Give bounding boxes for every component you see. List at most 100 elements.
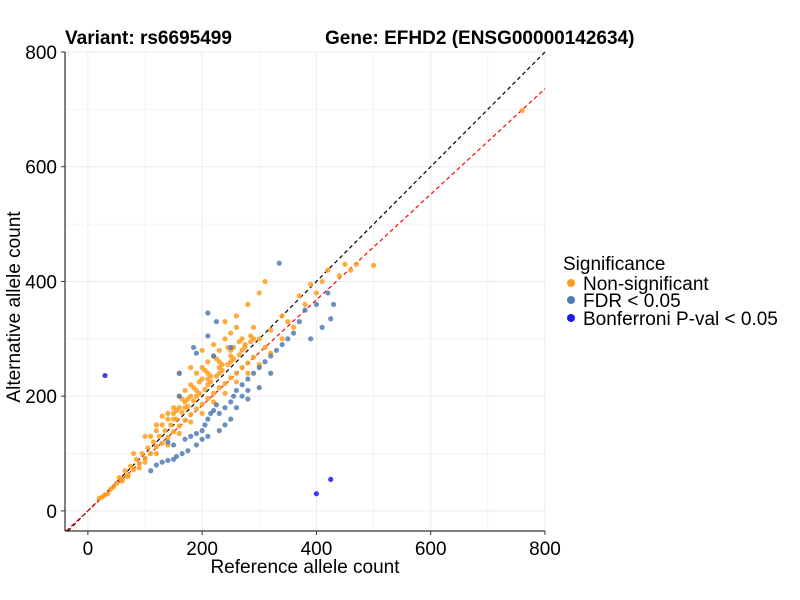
point-non-significant — [245, 301, 251, 308]
identity-line — [67, 51, 546, 532]
point-non-significant — [110, 484, 117, 490]
x-tick-label: 600 — [415, 539, 447, 560]
point-fdr — [330, 301, 337, 308]
point-non-significant — [228, 330, 234, 336]
point-non-significant — [202, 386, 208, 392]
point-non-significant — [193, 393, 200, 399]
point-non-significant — [119, 478, 125, 484]
x-tick-label: 0 — [83, 539, 94, 560]
point-non-significant — [250, 354, 257, 360]
y-tick-label: 600 — [25, 158, 57, 179]
x-tick-label: 200 — [186, 539, 218, 560]
point-fdr — [216, 410, 222, 417]
point-non-significant — [199, 347, 205, 353]
point-non-significant — [219, 362, 225, 368]
point-non-significant — [170, 416, 177, 422]
point-fdr — [170, 456, 177, 462]
point-non-significant — [248, 333, 254, 339]
point-non-significant — [173, 407, 180, 414]
point-fdr — [290, 330, 297, 336]
point-fdr — [205, 433, 211, 439]
point-fdr — [228, 416, 234, 422]
point-fdr — [193, 430, 200, 437]
point-bonferroni — [313, 491, 320, 497]
point-non-significant — [125, 473, 131, 480]
point-non-significant — [142, 459, 148, 465]
point-non-significant — [325, 267, 331, 273]
point-fdr — [170, 442, 177, 448]
point-non-significant — [133, 456, 140, 462]
point-non-significant — [308, 281, 314, 287]
point-non-significant — [233, 379, 240, 385]
point-fdr — [176, 370, 182, 376]
point-non-significant — [165, 416, 171, 422]
point-fdr — [202, 422, 208, 428]
point-non-significant — [113, 480, 120, 486]
point-non-significant — [290, 324, 297, 330]
point-non-significant — [222, 336, 228, 342]
legend-entry: Non-significant — [567, 274, 709, 295]
y-tick-label: 0 — [46, 502, 57, 523]
point-non-significant — [245, 370, 251, 376]
point-non-significant — [202, 367, 208, 373]
point-non-significant — [370, 262, 377, 268]
point-fdr — [182, 436, 188, 442]
point-non-significant — [130, 467, 137, 473]
point-non-significant — [296, 293, 302, 299]
point-non-significant — [250, 324, 257, 330]
point-non-significant — [122, 468, 128, 474]
point-non-significant — [105, 491, 111, 497]
point-non-significant — [162, 428, 168, 434]
point-non-significant — [228, 375, 234, 381]
point-fdr — [319, 324, 325, 330]
legend-label: Bonferroni P-val < 0.05 — [583, 309, 778, 330]
chart-title-variant: Variant: rs6695499 — [65, 28, 232, 49]
point-non-significant — [285, 319, 291, 325]
point-fdr — [205, 416, 211, 422]
point-non-significant — [205, 382, 211, 388]
point-non-significant — [153, 450, 160, 457]
point-fdr — [245, 396, 251, 402]
point-fdr — [245, 376, 251, 382]
point-fdr — [233, 405, 240, 411]
legend-swatch-fdr — [567, 296, 575, 304]
point-non-significant — [159, 413, 165, 419]
point-fdr — [193, 442, 200, 448]
point-fdr — [256, 364, 262, 371]
point-fdr — [148, 468, 154, 474]
point-non-significant — [239, 347, 245, 353]
point-non-significant — [182, 387, 188, 394]
point-fdr — [230, 393, 237, 399]
point-non-significant — [519, 107, 525, 114]
point-non-significant — [170, 429, 177, 435]
point-non-significant — [148, 450, 154, 457]
x-axis-ticks: 0 200 400 600 800 — [83, 531, 561, 560]
point-non-significant — [210, 390, 217, 396]
point-fdr — [222, 422, 228, 428]
x-axis-title: Reference allele count — [210, 557, 400, 578]
point-non-significant — [130, 450, 137, 457]
legend-swatch-bonferroni — [567, 314, 575, 322]
point-fdr — [216, 428, 222, 434]
point-non-significant — [188, 411, 194, 418]
point-fdr — [313, 301, 320, 308]
point-non-significant — [228, 359, 234, 365]
point-non-significant — [188, 364, 194, 371]
point-fdr — [165, 457, 171, 464]
data-points — [96, 107, 525, 501]
point-non-significant — [128, 463, 134, 469]
point-non-significant — [256, 336, 262, 342]
point-fdr — [328, 316, 334, 322]
point-non-significant — [205, 359, 211, 365]
point-non-significant — [150, 439, 157, 445]
point-non-significant — [159, 440, 165, 446]
point-non-significant — [233, 370, 240, 376]
point-non-significant — [182, 417, 188, 423]
point-non-significant — [193, 406, 200, 412]
point-non-significant — [222, 390, 228, 396]
point-non-significant — [179, 409, 185, 415]
point-fdr — [239, 382, 245, 388]
point-fdr — [213, 319, 220, 325]
point-non-significant — [153, 422, 160, 428]
point-non-significant — [236, 352, 242, 358]
